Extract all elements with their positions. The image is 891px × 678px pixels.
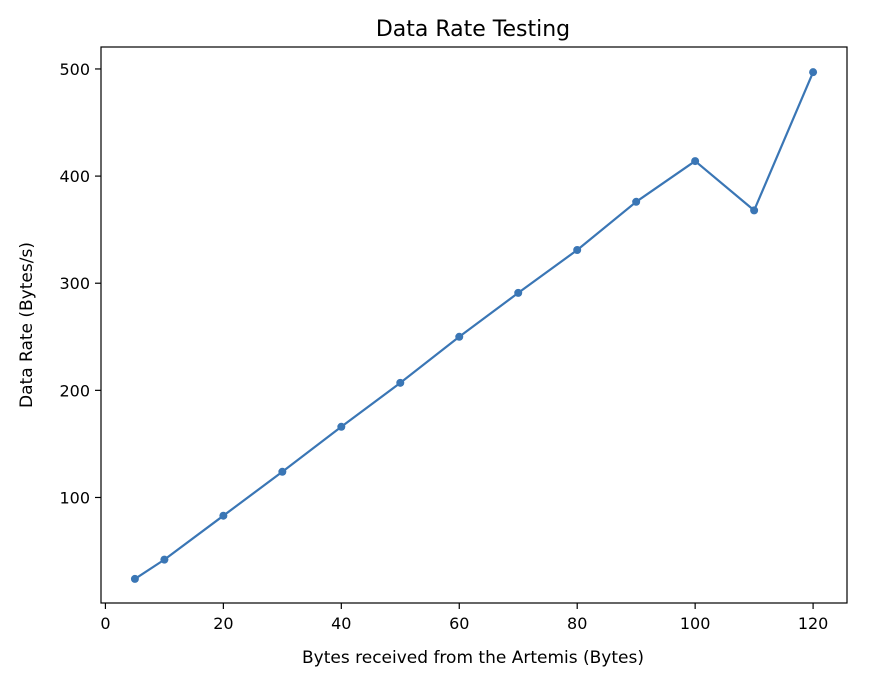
data-point [750, 206, 759, 215]
data-point [455, 332, 464, 341]
x-tick-label: 60 [449, 614, 469, 633]
data-point [691, 157, 700, 166]
data-point [219, 511, 228, 520]
y-tick-label: 300 [59, 274, 90, 293]
y-axis: 100 200 300 400 500 [59, 60, 101, 507]
y-tick-label: 500 [59, 60, 90, 79]
x-tick-label: 120 [798, 614, 829, 633]
y-tick-label: 400 [59, 167, 90, 186]
x-axis: 0 20 40 60 80 100 120 [100, 603, 828, 633]
data-point [160, 555, 169, 564]
x-tick-label: 100 [680, 614, 711, 633]
data-point [514, 288, 523, 297]
data-point [337, 422, 346, 431]
y-tick-label: 200 [59, 381, 90, 400]
series-line [134, 71, 815, 580]
plot-frame [100, 46, 848, 604]
data-point [809, 68, 818, 77]
data-point [396, 378, 405, 387]
x-tick-label: 0 [100, 614, 110, 633]
x-axis-label: Bytes received from the Artemis (Bytes) [302, 648, 644, 668]
series-layer [130, 68, 818, 583]
chart-title: Data Rate Testing [376, 17, 570, 42]
data-point [130, 574, 139, 583]
data-point [632, 197, 641, 206]
y-tick-label: 100 [59, 488, 90, 507]
x-tick-label: 40 [331, 614, 351, 633]
data-point [278, 467, 287, 476]
x-tick-label: 80 [567, 614, 587, 633]
data-point [573, 246, 582, 255]
plot-area [100, 46, 848, 604]
x-tick-label: 20 [213, 614, 233, 633]
y-axis-label: Data Rate (Bytes/s) [17, 242, 37, 408]
